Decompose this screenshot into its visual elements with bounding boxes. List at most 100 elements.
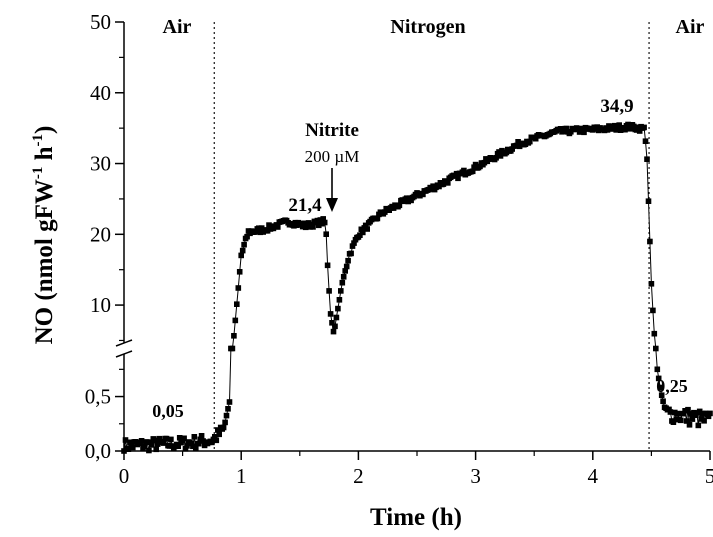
data-point [455,175,461,182]
y-axis-title: NO (nmol gFW-1 h-1) [30,126,58,345]
data-point [360,229,366,236]
data-point [235,285,242,291]
data-point [670,419,677,425]
data-point [332,323,338,330]
phase-label-nitrogen: Nitrogen [390,16,465,38]
data-point [390,205,397,211]
x-tick-label: 4 [588,464,599,488]
data-point [335,305,341,312]
phase-separators [213,22,650,451]
data-point [323,231,329,237]
y-tick-label: 0,5 [85,385,111,409]
data-point [420,191,426,198]
data-point [266,222,272,228]
data-point [220,424,227,431]
y-tick-label: 20 [90,222,111,246]
data-point [699,410,706,417]
y-axis-title-sup1: -1 [30,167,46,180]
data-point [291,223,297,229]
data-point [403,195,410,201]
data-point [181,435,187,442]
data-point [256,225,262,231]
data-point [493,155,499,161]
data-point [234,301,240,307]
data-point [509,146,515,152]
data-point [445,180,451,186]
data-point [321,219,328,226]
data-point [236,269,243,275]
data-point [513,142,520,149]
data-point [644,156,650,162]
data-point [156,435,162,442]
data-point [193,445,199,451]
data-point [225,406,231,412]
annotation-peak-value: 34,9 [600,96,633,117]
data-point [650,307,656,314]
data-point [654,366,661,373]
data-point [481,159,488,166]
data-point [641,124,647,131]
x-tick-label: 5 [705,464,713,488]
annotation-air2-value: 0,25 [656,376,688,396]
data-point [612,122,618,129]
data-point [209,439,215,446]
data-point [655,375,662,382]
data-point [330,328,337,335]
data-point [229,345,236,352]
data-point [241,241,247,248]
data-point [396,202,403,209]
data-point [163,435,170,442]
data-point [301,220,307,227]
data-point [696,408,703,415]
data-point [575,126,581,132]
data-point [651,330,658,337]
data-point [146,447,152,454]
axis-break-mark [115,339,133,347]
data-point [314,217,321,224]
data-point [125,446,132,452]
data-point [527,138,533,145]
data-point [675,410,681,417]
data-point [635,124,641,131]
data-point [616,122,622,128]
data-point [154,441,161,447]
data-point [469,168,476,175]
data-point [382,209,388,215]
data-point [215,427,221,433]
data-point [625,121,631,128]
data-point [677,417,684,424]
annotation-plateau-value: 21,4 [288,195,322,216]
data-point [604,127,611,133]
data-point [345,257,351,264]
data-point [184,443,190,449]
data-point [197,436,203,443]
data-point [191,434,198,440]
data-point [705,413,712,420]
data-point [316,222,322,229]
data-point [497,153,504,159]
data-point [121,448,127,454]
data-point [689,416,696,422]
data-point [707,410,713,417]
data-point [130,444,136,451]
data-point [310,224,316,230]
data-point [645,198,652,204]
data-point [682,408,688,414]
data-point [160,440,167,446]
data-point [319,220,325,227]
data-point [568,129,574,135]
data-point [153,446,159,453]
y-tick-label: 30 [90,152,111,176]
data-point [428,186,435,192]
data-point [239,247,246,254]
data-point [327,311,334,317]
data-point [667,409,674,415]
annotation-nitrite-label: Nitrite [305,120,359,141]
axis-break-mark [115,350,133,358]
data-point [680,410,687,417]
data-point [563,125,570,132]
data-point [430,183,436,189]
y-axis-title-main: NO (nmol gFW [31,179,58,344]
data-point [238,252,244,259]
data-point [149,442,155,448]
